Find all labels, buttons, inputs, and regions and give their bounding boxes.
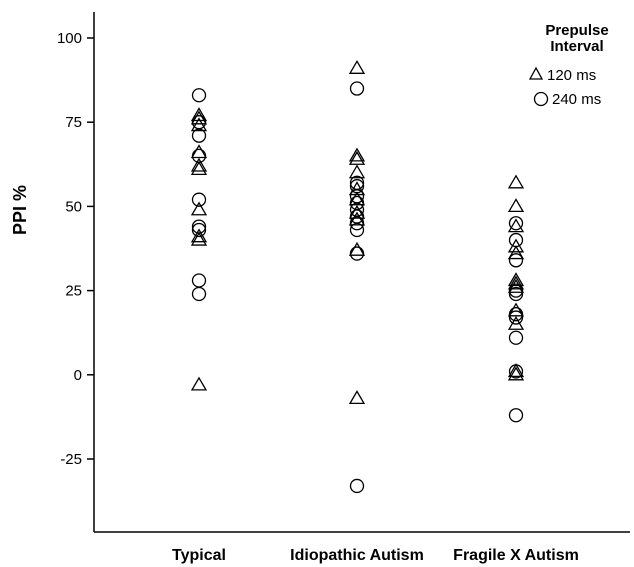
triangle-point	[507, 245, 525, 260]
circle-point	[191, 222, 207, 238]
circle-point	[191, 128, 207, 143]
triangle-point	[190, 157, 208, 172]
legend-title-line2: Interval	[550, 38, 603, 55]
circle-point	[508, 232, 524, 248]
x-category-label: Fragile X Autism	[453, 547, 579, 564]
y-tick-label: 100	[57, 30, 82, 47]
circle-point	[191, 148, 207, 164]
x-category-label: Idiopathic Autism	[290, 547, 424, 564]
y-axis-title: PPI %	[10, 185, 30, 235]
circle-point	[349, 478, 365, 494]
triangle-point	[190, 231, 208, 246]
circle-point	[191, 192, 207, 207]
circle-point	[508, 283, 524, 298]
triangle-point	[348, 164, 366, 179]
y-ticks: 100 75 50 25 0 -25	[57, 30, 94, 468]
triangle-point	[348, 147, 366, 162]
triangle-point	[190, 201, 208, 216]
triangle-point	[348, 150, 366, 165]
circle-point	[508, 310, 524, 325]
triangle-point	[507, 302, 525, 317]
triangle-point	[348, 390, 366, 405]
triangle-point	[348, 241, 366, 256]
circle-point	[508, 216, 524, 231]
circle-point	[349, 179, 365, 194]
y-tick-label: 50	[65, 198, 82, 215]
circle-point	[349, 246, 365, 261]
circle-point	[349, 216, 365, 231]
legend-entry-240: 240 ms	[552, 91, 601, 108]
y-tick-label: 75	[65, 114, 82, 131]
y-tick-label: 0	[74, 367, 82, 384]
y-tick-label: -25	[60, 451, 82, 468]
circle-point	[191, 273, 207, 288]
circle-point	[508, 364, 524, 379]
triangle-point	[507, 198, 525, 213]
triangle-point	[507, 278, 525, 293]
legend-circle-icon	[533, 91, 549, 107]
triangle-point	[507, 363, 525, 378]
triangle-point	[190, 107, 208, 122]
triangle-point	[190, 144, 208, 159]
triangle-point	[190, 110, 208, 125]
triangle-point	[507, 218, 525, 233]
circle-point	[191, 286, 207, 302]
circle-point	[508, 408, 524, 423]
circle-point	[508, 286, 524, 302]
triangle-point	[507, 275, 525, 290]
axes	[93, 12, 630, 533]
circle-point	[508, 330, 524, 345]
legend-title-line1: Prepulse	[545, 22, 608, 39]
circle-point	[508, 253, 524, 268]
circle-point	[349, 81, 365, 96]
x-category-label: Typical	[172, 547, 226, 564]
triangle-point	[348, 204, 366, 219]
triangle-point	[190, 161, 208, 176]
circle-point	[508, 307, 524, 322]
circle-point	[349, 222, 365, 238]
category-labels: Typical Idiopathic Autism Fragile X Autism	[172, 547, 579, 564]
triangle-point	[190, 117, 208, 132]
circle-point	[191, 88, 207, 103]
triangle-point	[507, 366, 525, 381]
y-tick-label: 25	[65, 283, 82, 300]
legend-entry-120: 120 ms	[547, 67, 596, 84]
triangle-point	[507, 272, 525, 287]
triangle-point	[348, 191, 366, 206]
legend: Prepulse Interval 120 ms 240 ms	[528, 22, 609, 108]
legend-triangle-icon	[528, 66, 544, 80]
triangle-point	[348, 211, 366, 226]
triangle-point	[507, 174, 525, 189]
data-points	[190, 60, 525, 494]
triangle-point	[190, 376, 208, 391]
circle-point	[191, 219, 207, 234]
triangle-point	[348, 60, 366, 74]
